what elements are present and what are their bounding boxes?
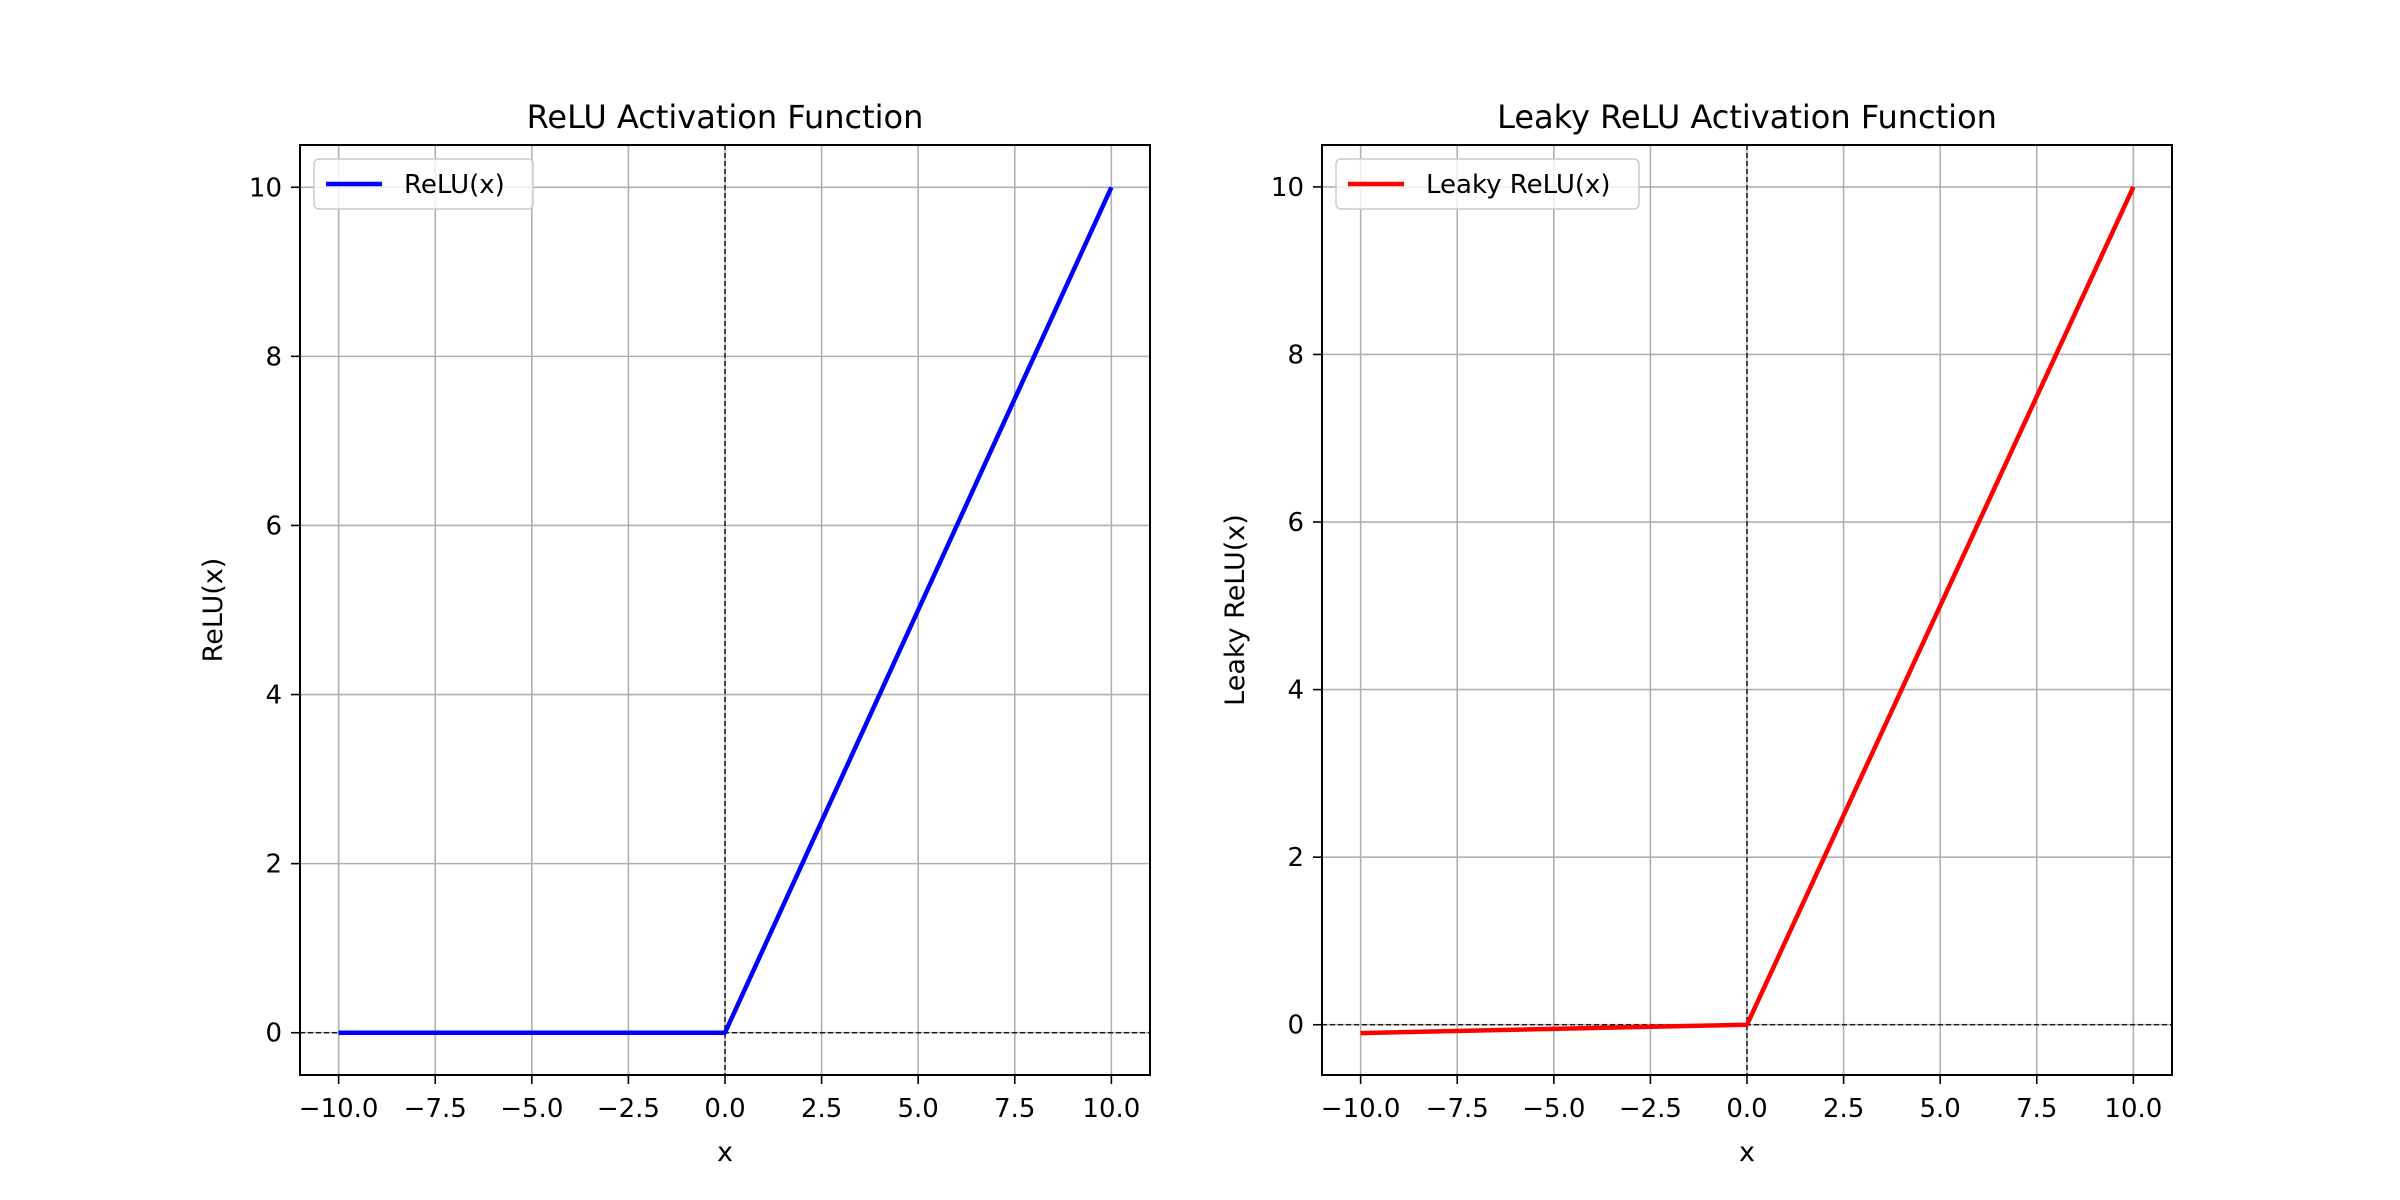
y-tick-label: 4 xyxy=(1287,676,1304,706)
x-tick-label: 7.5 xyxy=(2016,1094,2057,1124)
x-axis-label: x xyxy=(717,1137,733,1168)
y-tick-label: 0 xyxy=(1287,1011,1304,1041)
x-tick-label: 5.0 xyxy=(1920,1094,1961,1124)
x-axis-label: x xyxy=(1739,1137,1755,1168)
y-tick-label: 8 xyxy=(1287,340,1304,370)
y-axis-label: ReLU(x) xyxy=(198,558,229,663)
chart-panel-1: −10.0 −7.5 −5.0 −2.5 0.0 2.5 5.0 7.5 10.0 0 2 4 6 8 10… xyxy=(198,98,1151,1168)
y-tick-label: 4 xyxy=(265,681,282,711)
x-tick-label: 2.5 xyxy=(801,1094,842,1124)
y-tick-label: 2 xyxy=(265,850,282,880)
y-tick-label: 10 xyxy=(1271,173,1304,203)
legend-box xyxy=(1335,158,1640,210)
y-tick-label: 10 xyxy=(249,173,282,203)
x-tick-label: 7.5 xyxy=(994,1094,1035,1124)
series-line-1 xyxy=(338,186,1114,1035)
y-tick-label: 0 xyxy=(265,1019,282,1049)
y-tick-label: 8 xyxy=(265,342,282,372)
y-tick-label: 2 xyxy=(1287,843,1304,873)
y-tick-label: 6 xyxy=(1287,508,1304,538)
legend: ReLU(x) xyxy=(313,158,534,210)
x-tick-label: −7.5 xyxy=(404,1094,467,1124)
legend-entry-label: ReLU(x) xyxy=(404,170,505,200)
series-line-1 xyxy=(1360,185,2136,1036)
x-tick-label: 0.0 xyxy=(704,1094,745,1124)
x-tick-label: −10.0 xyxy=(1321,1094,1401,1124)
x-tick-label: −10.0 xyxy=(299,1094,379,1124)
x-tick-label: −5.0 xyxy=(500,1094,563,1124)
chart-panel-2: −10.0 −7.5 −5.0 −2.5 0.0 2.5 5.0 7.5 10.0 0 2 4 6 8 10… xyxy=(1220,98,2173,1168)
x-tick-label: 5.0 xyxy=(898,1094,939,1124)
chart-title: Leaky ReLU Activation Function xyxy=(1497,98,1997,136)
x-tick-label: 0.0 xyxy=(1726,1094,1767,1124)
legend-entry-label: Leaky ReLU(x) xyxy=(1426,170,1611,200)
x-tick-label: 10.0 xyxy=(2104,1094,2162,1124)
x-tick-label: −2.5 xyxy=(597,1094,660,1124)
legend: Leaky ReLU(x) xyxy=(1335,158,1640,210)
x-tick-label: −5.0 xyxy=(1522,1094,1585,1124)
y-tick-label: 6 xyxy=(265,511,282,541)
x-tick-label: −7.5 xyxy=(1426,1094,1489,1124)
y-axis-label: Leaky ReLU(x) xyxy=(1220,514,1251,706)
chart-title: ReLU Activation Function xyxy=(527,98,924,136)
x-tick-label: 2.5 xyxy=(1823,1094,1864,1124)
x-tick-label: 10.0 xyxy=(1082,1094,1140,1124)
x-tick-label: −2.5 xyxy=(1619,1094,1682,1124)
legend-box xyxy=(313,158,534,210)
